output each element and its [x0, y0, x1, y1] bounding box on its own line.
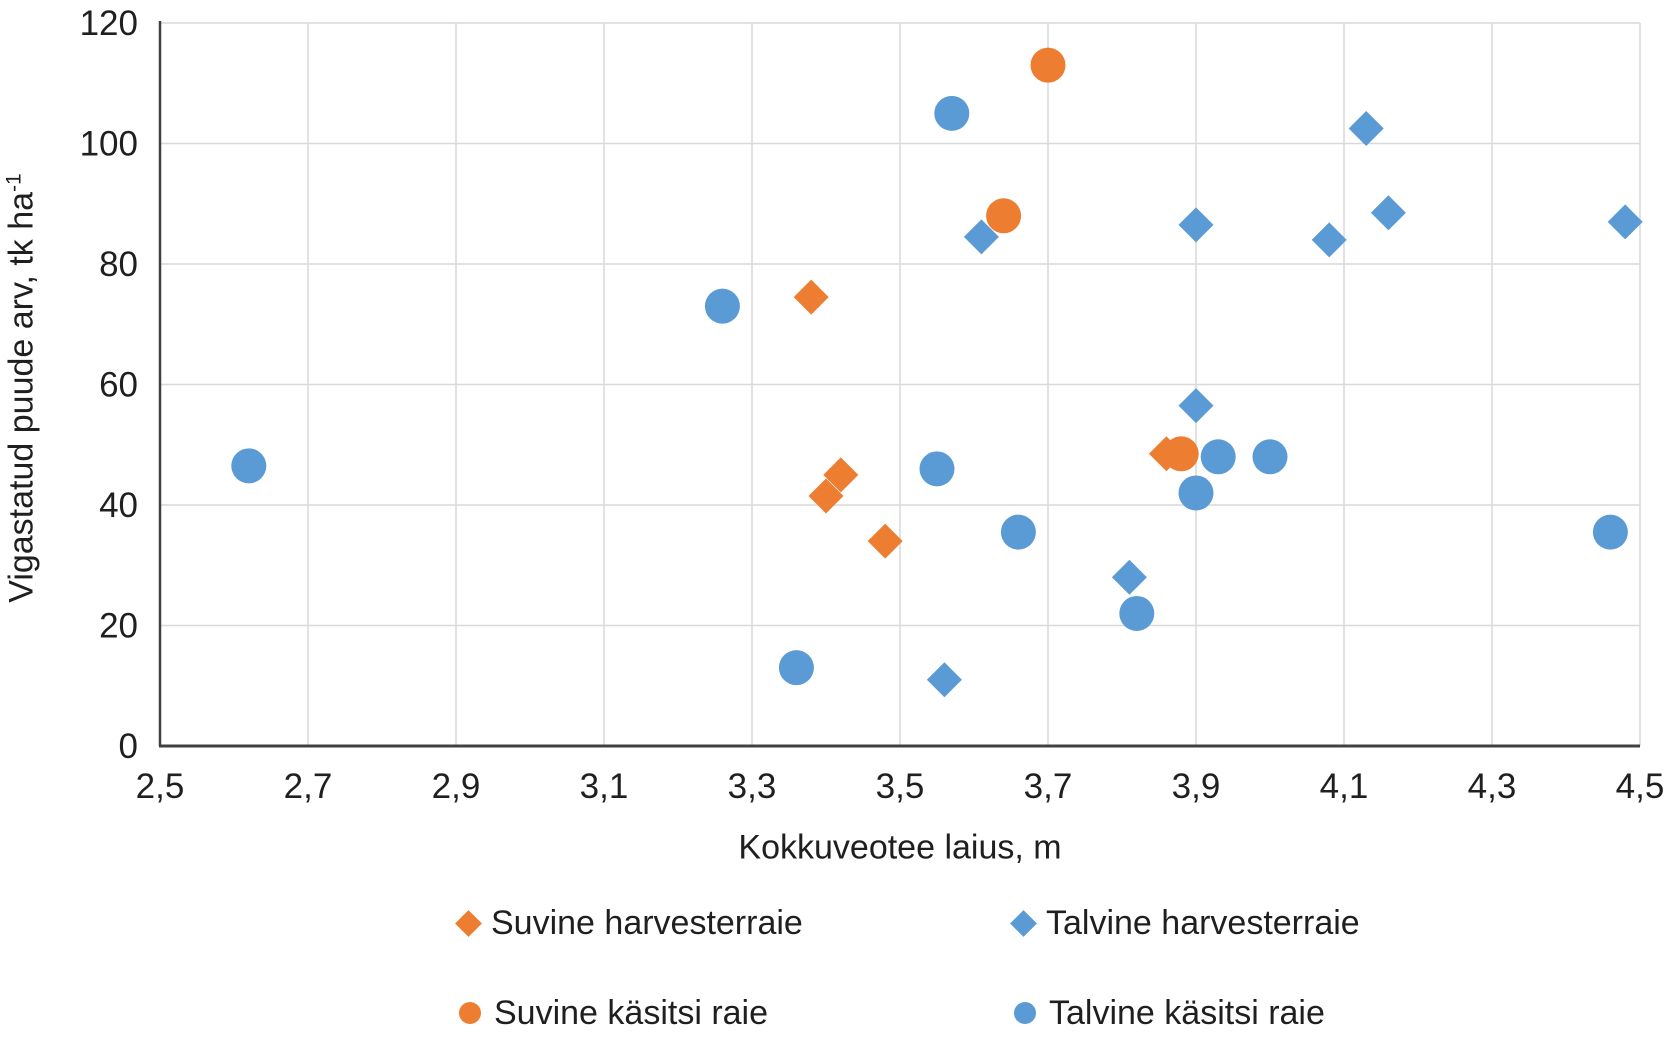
x-axis-title: Kokkuveotee laius, m — [738, 828, 1062, 867]
x-tick-label: 3,3 — [728, 767, 777, 806]
data-point — [793, 279, 829, 315]
x-tick-label: 3,7 — [1024, 767, 1073, 806]
data-point — [1592, 514, 1628, 550]
orange-circle-icon — [459, 1002, 481, 1024]
data-point — [1163, 436, 1199, 472]
data-point — [986, 198, 1022, 234]
legend-label: Talvine harvesterraie — [1046, 903, 1360, 942]
y-tick-label: 0 — [119, 727, 138, 766]
x-tick-label: 2,5 — [136, 767, 185, 806]
x-tick-label: 3,5 — [876, 767, 925, 806]
legend-label: Suvine käsitsi raie — [494, 993, 769, 1032]
y-axis-title-superscript: -1 — [2, 173, 26, 192]
data-point — [1348, 110, 1384, 146]
data-point — [934, 95, 970, 131]
legend-item-suvine-harvesterraie: Suvine harvesterraie — [455, 900, 803, 946]
y-tick-label: 60 — [99, 366, 138, 405]
y-axis-title-text: Vigastatud puude arv, tk ha — [2, 191, 41, 603]
y-axis-title: Vigastatud puude arv, tk ha-1 — [2, 173, 41, 603]
y-tick-label: 20 — [99, 607, 138, 646]
x-tick-label: 3,9 — [1172, 767, 1221, 806]
blue-circle-icon — [1014, 1002, 1036, 1024]
data-point — [1000, 514, 1036, 550]
x-tick-label: 2,7 — [284, 767, 333, 806]
data-point — [963, 219, 999, 255]
data-point — [1178, 475, 1214, 511]
legend-item-suvine-kasitsi-raie: Suvine käsitsi raie — [459, 990, 768, 1036]
data-point — [823, 457, 859, 493]
y-tick-label: 80 — [99, 245, 138, 284]
legend-label: Suvine harvesterraie — [491, 903, 803, 942]
legend-item-talvine-harvesterraie: Talvine harvesterraie — [1010, 900, 1360, 946]
data-point — [1178, 388, 1214, 424]
data-point — [231, 448, 267, 484]
data-point — [1200, 439, 1236, 475]
legend-label: Talvine käsitsi raie — [1049, 993, 1325, 1032]
data-point — [1178, 207, 1214, 243]
x-tick-label: 4,3 — [1468, 767, 1517, 806]
data-point — [926, 662, 962, 698]
x-tick-label: 4,1 — [1320, 767, 1369, 806]
data-point — [1111, 559, 1147, 595]
data-point — [1607, 204, 1643, 240]
y-tick-label: 120 — [80, 4, 138, 43]
x-tick-label: 3,1 — [580, 767, 629, 806]
data-point — [808, 478, 844, 514]
data-point — [1030, 47, 1066, 83]
x-tick-label: 2,9 — [432, 767, 481, 806]
y-tick-label: 40 — [99, 486, 138, 525]
data-point — [1252, 439, 1288, 475]
data-point — [1119, 595, 1155, 631]
data-point — [704, 288, 740, 324]
x-tick-label: 4,5 — [1616, 767, 1665, 806]
data-point — [867, 523, 903, 559]
data-point — [919, 451, 955, 487]
y-tick-label: 100 — [80, 125, 138, 164]
blue-diamond-icon — [1010, 909, 1037, 937]
data-point — [1311, 222, 1347, 258]
legend-item-talvine-kasitsi-raie: Talvine käsitsi raie — [1014, 990, 1325, 1036]
orange-diamond-icon — [455, 909, 482, 937]
data-point — [1370, 195, 1406, 231]
data-point — [778, 650, 814, 686]
